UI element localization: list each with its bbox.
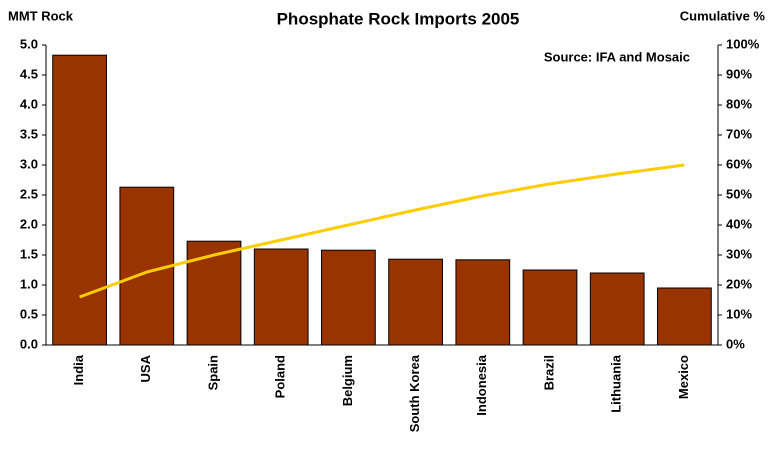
bar	[455, 259, 511, 346]
y2-tick-label: 40%	[726, 216, 752, 231]
chart-title: Phosphate Rock Imports 2005	[277, 9, 520, 28]
x-tick-label: Belgium	[340, 355, 355, 406]
y2-tick-label: 60%	[726, 156, 752, 171]
x-tick-label: Poland	[273, 355, 288, 398]
bar	[52, 54, 107, 346]
bar	[522, 269, 578, 346]
bar	[186, 240, 242, 346]
x-tick-label: Lithuania	[609, 354, 624, 413]
y2-tick-label: 20%	[726, 276, 752, 291]
bar	[253, 248, 309, 346]
y2-tick-label: 50%	[726, 186, 752, 201]
y-tick-label: 3.0	[20, 156, 38, 171]
y-tick-label: 4.0	[20, 96, 38, 111]
x-tick-label: Indonesia	[474, 354, 489, 415]
bar	[388, 258, 443, 346]
y-tick-label: 5.0	[20, 36, 38, 51]
line	[79, 163, 685, 299]
y-tick-label: 0.5	[20, 306, 38, 321]
y-tick-label: 1.0	[20, 276, 38, 291]
bar	[321, 249, 376, 346]
bar	[589, 272, 645, 346]
y2-tick-label: 0%	[726, 336, 745, 351]
x-tick-label: Brazil	[541, 355, 556, 390]
y2-tick-label: 100%	[726, 36, 760, 51]
x-tick-label: Mexico	[676, 355, 691, 399]
y-tick-label: 2.0	[20, 216, 38, 231]
y-tick-label: 2.5	[20, 186, 38, 201]
y-tick-label: 3.5	[20, 126, 38, 141]
y-tick-label: 4.5	[20, 66, 38, 81]
x-tick-label: India	[71, 354, 86, 385]
y2-tick-label: 90%	[726, 66, 752, 81]
y-tick-label: 1.5	[20, 246, 38, 261]
x-tick-label: Spain	[205, 355, 220, 390]
y-axis-label: MMT Rock	[8, 8, 74, 23]
y2-tick-label: 70%	[726, 126, 752, 141]
bar	[657, 287, 712, 346]
y-tick-label: 0.0	[20, 336, 38, 351]
annotation: Source: IFA and Mosaic	[544, 49, 690, 64]
y2-axis-label: Cumulative %	[680, 8, 766, 23]
x-tick-label: South Korea	[407, 354, 422, 432]
y2-tick-label: 30%	[726, 246, 752, 261]
y2-tick-label: 10%	[726, 306, 752, 321]
y2-tick-label: 80%	[726, 96, 752, 111]
x-tick-label: USA	[138, 354, 153, 382]
